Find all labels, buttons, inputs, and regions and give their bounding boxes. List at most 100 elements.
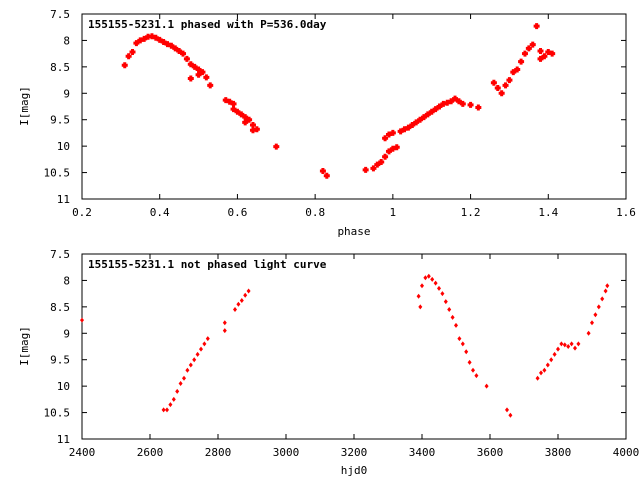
data-points	[121, 23, 556, 179]
data-point	[539, 370, 543, 376]
data-point	[362, 166, 369, 173]
data-point	[603, 288, 608, 294]
data-point	[529, 41, 536, 48]
chart-title: 155155-5231.1 phased with P=536.0day	[88, 18, 327, 31]
data-point	[576, 341, 581, 347]
data-point	[273, 143, 280, 150]
y-tick-label: 9	[63, 87, 70, 100]
data-point	[537, 48, 544, 54]
x-tick-label: 0.8	[305, 206, 325, 219]
data-point	[378, 159, 385, 165]
data-point	[545, 362, 550, 368]
data-point	[518, 58, 525, 65]
data-point	[447, 307, 452, 312]
data-point	[494, 85, 501, 91]
x-tick-label: 3200	[341, 446, 368, 459]
data-point	[389, 129, 396, 136]
x-tick-label: 2400	[69, 446, 96, 459]
data-point	[593, 312, 598, 318]
data-point	[420, 283, 424, 289]
x-axis-label: hjd0	[341, 464, 368, 477]
data-point	[457, 336, 462, 342]
data-point	[514, 66, 521, 73]
data-point	[192, 357, 197, 363]
x-tick-label: 1.4	[538, 206, 558, 219]
x-axis-label: phase	[337, 225, 370, 238]
data-point	[121, 62, 128, 69]
data-point	[222, 320, 227, 326]
data-point	[498, 90, 505, 97]
x-tick-label: 2600	[137, 446, 164, 459]
data-point	[464, 349, 469, 355]
data-point	[182, 375, 186, 381]
data-point	[475, 104, 482, 111]
data-point	[249, 127, 256, 134]
data-point	[586, 330, 591, 336]
data-point	[125, 53, 132, 60]
y-tick-label: 8	[63, 274, 70, 287]
data-point	[80, 317, 84, 323]
data-point	[549, 357, 554, 363]
data-point	[596, 304, 601, 310]
data-point	[600, 296, 605, 302]
data-point	[183, 55, 190, 62]
x-tick-label: 3400	[409, 446, 436, 459]
data-point	[440, 291, 445, 297]
data-point	[467, 101, 474, 108]
data-point	[460, 341, 465, 347]
data-point	[370, 165, 377, 172]
y-tick-label: 10	[57, 380, 70, 393]
data-point	[246, 288, 251, 294]
data-point	[525, 45, 532, 52]
y-tick-label: 8.5	[50, 61, 70, 74]
data-point	[323, 172, 330, 179]
y-tick-label: 7.5	[50, 8, 70, 21]
data-point	[569, 341, 574, 347]
data-point	[382, 153, 389, 160]
y-axis-label: I[mag]	[18, 326, 31, 366]
data-point	[418, 304, 423, 310]
chart-title: 155155-5231.1 not phased light curve	[88, 258, 327, 271]
data-point	[222, 328, 227, 334]
data-point	[202, 341, 207, 347]
data-point	[443, 299, 448, 305]
y-tick-label: 10.5	[44, 407, 71, 420]
data-point	[175, 388, 180, 394]
x-tick-label: 1	[390, 206, 397, 219]
data-point	[239, 298, 244, 304]
data-point	[236, 301, 241, 307]
y-axis-label: I[mag]	[18, 86, 31, 126]
data-point	[205, 336, 210, 342]
data-point	[549, 50, 556, 57]
y-tick-label: 8	[63, 34, 70, 47]
data-point	[541, 53, 548, 60]
data-point	[416, 293, 421, 299]
data-point	[556, 346, 560, 352]
y-tick-label: 7.5	[50, 248, 70, 261]
data-point	[188, 362, 193, 368]
y-tick-label: 9	[63, 327, 70, 340]
phased-light-curve-panel: 155155-5231.1 phased with P=536.0day pha…	[18, 8, 636, 238]
y-tick-label: 9.5	[50, 114, 70, 127]
y-tick-label: 8.5	[50, 301, 70, 314]
data-point	[562, 342, 567, 348]
x-tick-label: 0.6	[227, 206, 247, 219]
data-point	[199, 69, 206, 76]
data-point	[533, 23, 540, 30]
data-point	[199, 346, 203, 352]
data-point	[242, 119, 249, 126]
unphased-light-curve-panel: 155155-5231.1 not phased light curve hjd…	[18, 248, 639, 477]
data-point	[433, 280, 438, 286]
x-tick-label: 1.2	[461, 206, 481, 219]
data-point	[243, 292, 248, 298]
y-tick-label: 11	[57, 433, 70, 446]
x-tick-label: 3000	[273, 446, 300, 459]
data-point	[195, 351, 200, 357]
data-point	[187, 75, 194, 82]
data-points	[80, 273, 610, 418]
data-point	[542, 367, 547, 373]
axis-ticks: 2400 2600 2800 3000 3200 3400 3600 3800 4000 7.5 8…	[44, 248, 640, 459]
x-tick-label: 1.6	[616, 206, 636, 219]
y-tick-label: 10	[57, 140, 70, 153]
